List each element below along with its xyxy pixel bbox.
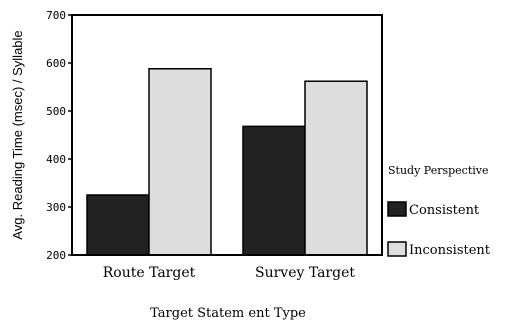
x-axis-category-labels: Route Target Survey Target xyxy=(103,265,356,281)
y-tick-label: 300 xyxy=(46,201,66,214)
bar-consistent-2 xyxy=(242,125,306,256)
plot-frame xyxy=(71,14,383,256)
bar-consistent-1 xyxy=(86,194,150,256)
bar-inconsistent-1 xyxy=(148,68,212,256)
y-tick-label: 200 xyxy=(46,249,66,262)
bar-inconsistent-2 xyxy=(304,80,368,256)
x-category-label: Survey Target xyxy=(255,265,355,281)
y-tick-label: 400 xyxy=(46,153,66,166)
legend-label-inconsistent: Inconsistent xyxy=(409,243,491,258)
y-tick-label: 500 xyxy=(46,105,66,118)
y-axis-ticks: 200 300 400 500 600 700 xyxy=(46,9,72,262)
bars xyxy=(86,68,368,256)
legend-title: Study Perspective xyxy=(388,164,489,177)
y-axis-title: Avg. Reading Time (msec) / Syllable xyxy=(10,30,25,239)
legend-swatch-consistent xyxy=(387,201,407,217)
legend-swatch-inconsistent xyxy=(387,241,407,257)
x-axis-title: Target Statem ent Type xyxy=(150,306,306,321)
y-tick-label: 600 xyxy=(46,57,66,70)
legend: Consistent Inconsistent xyxy=(387,201,491,258)
y-tick-label: 700 xyxy=(46,9,66,22)
legend-label-consistent: Consistent xyxy=(409,203,480,218)
x-category-label: Route Target xyxy=(103,265,196,281)
